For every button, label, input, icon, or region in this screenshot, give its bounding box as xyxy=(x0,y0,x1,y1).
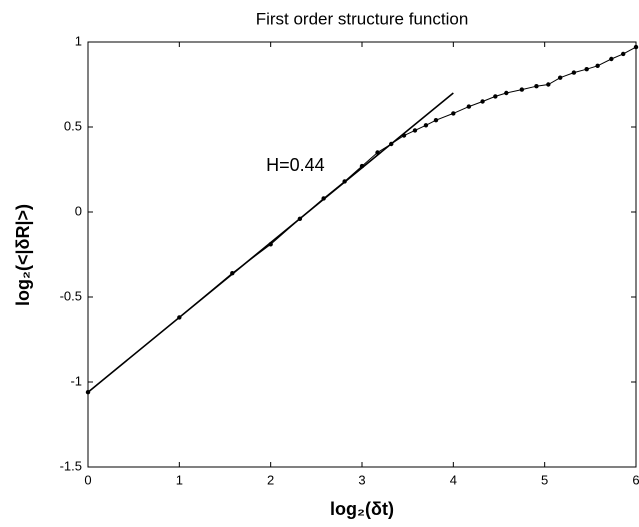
data-point xyxy=(451,111,456,116)
data-point xyxy=(633,44,639,50)
data-line xyxy=(87,92,454,393)
data-point xyxy=(584,67,589,72)
data-point xyxy=(480,99,485,104)
y-tick-label: -0.5 xyxy=(60,288,82,303)
data-point xyxy=(433,118,439,123)
x-axis-label: log₂(δt) xyxy=(330,499,394,519)
y-tick-label: -1 xyxy=(70,373,82,388)
data-point xyxy=(519,87,525,92)
x-tick-label: 2 xyxy=(267,472,274,487)
data-point xyxy=(546,82,551,87)
x-tick-label: 4 xyxy=(450,472,457,487)
data-point xyxy=(493,94,498,99)
data-point xyxy=(571,70,577,75)
y-tick-label: -1.5 xyxy=(60,458,82,473)
data-point xyxy=(609,56,614,62)
x-tick-label: 3 xyxy=(358,472,365,487)
y-tick-label: 1 xyxy=(75,33,82,48)
data-point xyxy=(504,90,509,96)
data-point xyxy=(466,104,472,109)
plot-frame xyxy=(87,41,637,468)
data-point xyxy=(412,128,418,133)
data-point xyxy=(621,51,626,57)
x-tick-label: 6 xyxy=(632,472,639,487)
y-axis-label: log₂(<|δR|>) xyxy=(13,204,33,306)
data-point xyxy=(534,84,539,89)
data-point xyxy=(557,75,563,80)
data-point xyxy=(595,63,600,68)
chart-title: First order structure function xyxy=(256,9,469,28)
y-tick-label: 0 xyxy=(75,203,82,218)
x-tick-label: 1 xyxy=(176,472,183,487)
x-tick-label: 0 xyxy=(84,472,91,487)
x-tick-label: 5 xyxy=(541,472,548,487)
y-tick-label: 0.5 xyxy=(64,118,82,133)
data-point xyxy=(423,123,429,128)
annotation: H=0.44 xyxy=(266,155,325,175)
